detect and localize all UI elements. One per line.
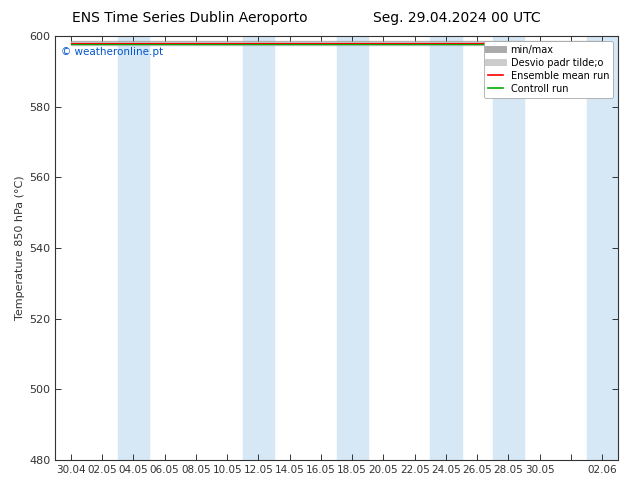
- Legend: min/max, Desvio padr tilde;o, Ensemble mean run, Controll run: min/max, Desvio padr tilde;o, Ensemble m…: [484, 41, 613, 98]
- Bar: [118, 36, 149, 460]
- Bar: [337, 36, 368, 460]
- Bar: [243, 36, 274, 460]
- Text: Seg. 29.04.2024 00 UTC: Seg. 29.04.2024 00 UTC: [373, 11, 540, 25]
- Bar: [586, 36, 618, 460]
- Text: ENS Time Series Dublin Aeroporto: ENS Time Series Dublin Aeroporto: [72, 11, 308, 25]
- Y-axis label: Temperature 850 hPa (°C): Temperature 850 hPa (°C): [15, 176, 25, 320]
- Text: © weatheronline.pt: © weatheronline.pt: [61, 47, 163, 57]
- Bar: [430, 36, 462, 460]
- Bar: [493, 36, 524, 460]
